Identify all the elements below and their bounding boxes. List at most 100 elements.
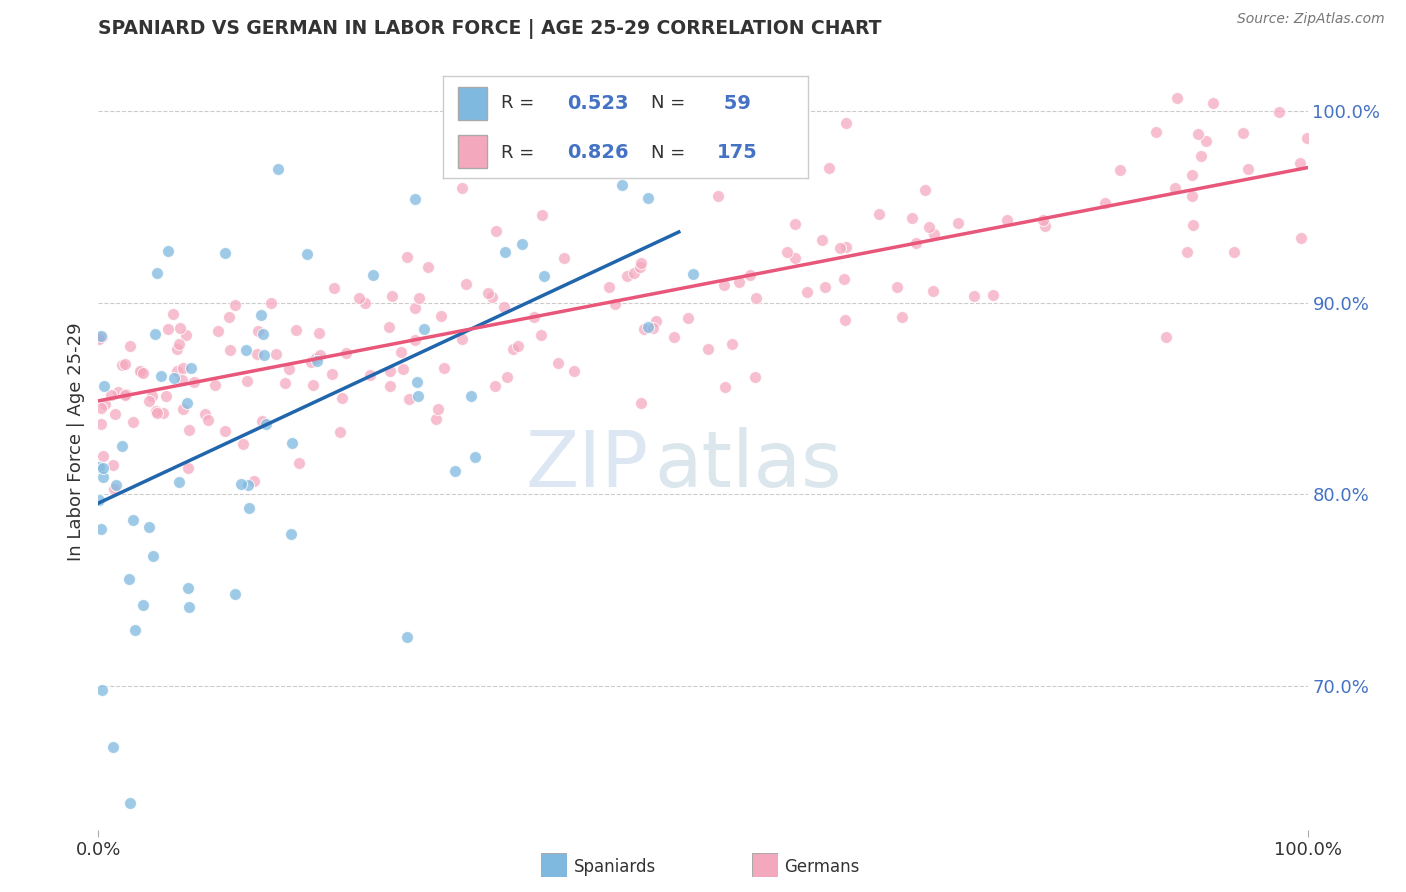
Point — [378, 379, 401, 393]
Point — [828, 241, 851, 255]
Point — [444, 464, 467, 478]
Point — [1181, 168, 1204, 182]
Point — [138, 394, 160, 409]
Point — [454, 277, 477, 291]
Point — [146, 406, 169, 420]
Point — [155, 389, 177, 403]
Point — [264, 347, 287, 361]
Point — [232, 437, 254, 451]
Point — [299, 355, 322, 369]
Point — [641, 320, 664, 334]
Point — [1164, 180, 1187, 194]
Point — [963, 289, 986, 303]
Point — [250, 308, 273, 322]
Point — [235, 343, 257, 357]
Point — [166, 342, 188, 356]
Point — [280, 526, 302, 541]
Text: atlas: atlas — [655, 426, 842, 503]
Point — [745, 291, 768, 305]
Point — [477, 286, 499, 301]
Point — [1195, 134, 1218, 148]
Point — [87, 492, 110, 507]
Point — [204, 378, 226, 392]
Point — [354, 296, 377, 310]
Point — [922, 227, 945, 242]
Point — [630, 396, 652, 410]
Point — [405, 375, 427, 389]
Point — [564, 364, 586, 378]
Point — [179, 423, 201, 437]
Point — [744, 369, 766, 384]
Point — [721, 336, 744, 351]
Point — [305, 351, 328, 366]
Point — [832, 271, 855, 285]
Point — [1166, 91, 1188, 105]
Point — [90, 401, 112, 415]
Text: Spaniards: Spaniards — [574, 858, 655, 876]
Point — [107, 384, 129, 399]
Point — [408, 292, 430, 306]
Point — [738, 268, 761, 282]
Text: N =: N = — [651, 144, 692, 161]
Point — [145, 404, 167, 418]
Point — [218, 310, 240, 324]
FancyBboxPatch shape — [457, 87, 486, 120]
Point — [1175, 245, 1198, 260]
Point — [118, 796, 141, 810]
Point — [321, 368, 343, 382]
Point — [150, 368, 173, 383]
Point — [163, 371, 186, 385]
Point — [252, 414, 274, 428]
Point — [105, 478, 128, 492]
Point — [1032, 213, 1054, 227]
Point — [450, 332, 472, 346]
Point — [1181, 189, 1204, 203]
Point — [494, 300, 516, 314]
Point — [309, 349, 332, 363]
Point — [172, 401, 194, 416]
Point — [664, 330, 686, 344]
Point — [404, 301, 426, 315]
Point — [605, 296, 627, 310]
Point — [329, 425, 352, 439]
Point — [1222, 245, 1244, 260]
Point — [124, 623, 146, 637]
Point — [117, 572, 139, 586]
Point — [89, 330, 111, 344]
Point — [981, 288, 1004, 302]
Point — [219, 343, 242, 357]
Point — [101, 739, 124, 754]
Point — [381, 289, 404, 303]
Point — [172, 361, 194, 376]
Point — [111, 358, 134, 372]
Point — [835, 115, 858, 129]
Point — [194, 407, 217, 421]
Point — [404, 334, 426, 348]
Point — [783, 251, 806, 265]
Point — [238, 478, 260, 492]
Point — [389, 345, 412, 359]
Text: SPANIARD VS GERMAN IN LABOR FORCE | AGE 25-29 CORRELATION CHART: SPANIARD VS GERMAN IN LABOR FORCE | AGE … — [98, 19, 882, 39]
Point — [637, 319, 659, 334]
Point — [128, 363, 150, 377]
Point — [425, 411, 447, 425]
Point — [247, 324, 270, 338]
Point — [252, 326, 274, 341]
Point — [610, 178, 633, 192]
Point — [616, 268, 638, 283]
Point — [253, 348, 276, 362]
Point — [361, 268, 384, 282]
Point — [243, 474, 266, 488]
Point — [100, 387, 122, 401]
Point — [1189, 149, 1212, 163]
Text: R =: R = — [502, 144, 540, 161]
Point — [598, 280, 620, 294]
Point — [886, 279, 908, 293]
Point — [1296, 131, 1319, 145]
Point — [510, 236, 533, 251]
Y-axis label: In Labor Force | Age 25-29: In Labor Force | Age 25-29 — [66, 322, 84, 561]
Point — [531, 208, 554, 222]
Point — [1289, 156, 1312, 170]
Point — [180, 360, 202, 375]
Point — [429, 309, 451, 323]
